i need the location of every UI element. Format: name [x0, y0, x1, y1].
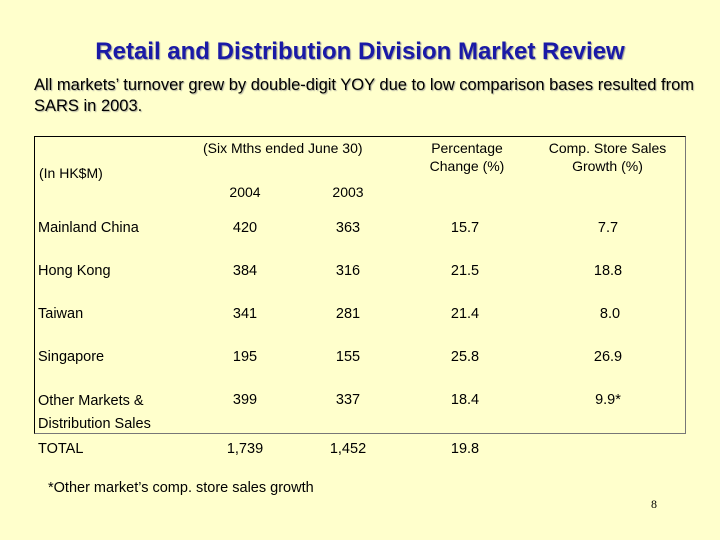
row-comp-growth: 8.0: [599, 306, 621, 322]
row-market: Taiwan: [38, 306, 84, 322]
row-pct-change: 15.7: [450, 220, 480, 236]
row-comp-growth: 26.9: [593, 349, 623, 365]
row-value-2004: 384: [232, 263, 258, 279]
row-value-2004: 420: [232, 220, 258, 236]
row-market: Hong Kong: [38, 263, 111, 279]
comp-store-header: Comp. Store Sales Growth (%): [548, 140, 667, 174]
market-review-table: (In HK$M) (Six Mths ended June 30) 2004 …: [34, 136, 686, 457]
total-value-2003: 1,452: [329, 441, 367, 457]
row-value-2003: 316: [335, 263, 361, 279]
row-value-2003: 337: [335, 392, 361, 408]
row-pct-change: 21.4: [450, 306, 480, 322]
row-market: Mainland China: [38, 220, 139, 236]
row-value-2004: 195: [232, 349, 258, 365]
total-label: TOTAL: [38, 441, 84, 457]
row-value-2004: 341: [232, 306, 258, 322]
unit-label: (In HK$M): [39, 165, 103, 181]
slide-title: Retail and Distribution Division Market …: [95, 38, 625, 65]
row-pct-change: 21.5: [450, 263, 480, 279]
row-value-2003: 155: [335, 349, 361, 365]
period-header: (Six Mths ended June 30): [203, 140, 363, 156]
row-market: Other Markets & Distribution Sales: [38, 393, 151, 432]
pct-change-header: Percentage Change (%): [429, 140, 505, 174]
row-value-2003: 281: [335, 306, 361, 322]
page-number: 8: [651, 497, 657, 511]
row-market: Singapore: [38, 349, 105, 365]
row-comp-growth: 7.7: [597, 220, 619, 236]
row-comp-growth: 9.9*: [595, 392, 621, 408]
row-comp-growth: 18.8: [593, 263, 623, 279]
slide-subtitle: All markets’ turnover grew by double-dig…: [34, 76, 695, 115]
year-2004-header: 2004: [229, 184, 261, 200]
year-2003-header: 2003: [332, 184, 364, 200]
row-value-2004: 399: [232, 392, 258, 408]
footnote: *Other market’s comp. store sales growth: [48, 480, 314, 496]
total-value-2004: 1,739: [226, 441, 264, 457]
row-pct-change: 18.4: [450, 392, 480, 408]
total-pct-change: 19.8: [450, 441, 480, 457]
row-pct-change: 25.8: [450, 349, 480, 365]
row-value-2003: 363: [335, 220, 361, 236]
